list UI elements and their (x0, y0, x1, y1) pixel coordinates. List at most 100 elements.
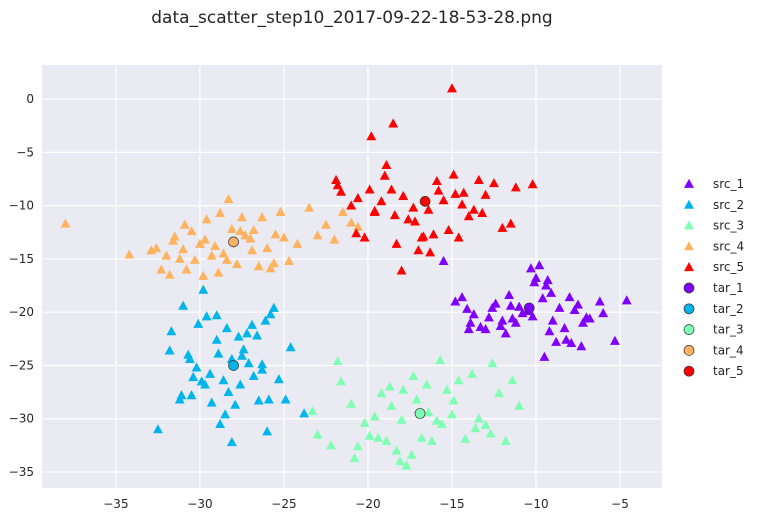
point-src_2 (262, 426, 273, 436)
point-src_2 (273, 374, 284, 384)
point-src_1 (569, 304, 580, 314)
point-src_5 (376, 196, 387, 206)
point-src_1 (551, 336, 562, 346)
point-src_5 (463, 211, 474, 221)
x-tick-label: −25 (271, 497, 296, 511)
point-src_3 (373, 432, 383, 442)
point-src_3 (332, 356, 343, 366)
point-src_2 (226, 436, 237, 447)
legend-label: tar_1 (713, 281, 744, 295)
y-tick-label: 0 (26, 92, 34, 106)
point-src_1 (507, 313, 518, 323)
point-src_4 (268, 257, 279, 268)
point-src_1 (483, 312, 494, 322)
point-src_4 (161, 250, 172, 260)
legend-marker (684, 199, 694, 209)
series-tar_4 (228, 236, 239, 248)
point-src_2 (201, 311, 212, 321)
point-src_3 (391, 445, 402, 455)
point-src_3 (436, 418, 447, 428)
point-src_1 (564, 292, 575, 302)
point-src_5 (489, 178, 499, 188)
point-src_1 (566, 337, 577, 347)
point-src_3 (326, 440, 336, 450)
point-src_3 (421, 379, 432, 389)
point-src_3 (312, 429, 323, 439)
point-src_5 (388, 118, 399, 128)
point-src_1 (457, 292, 467, 302)
legend-item-src_1: src_1 (684, 177, 744, 191)
point-src_5 (336, 186, 347, 196)
point-src_5 (389, 210, 400, 220)
point-src_4 (284, 255, 294, 265)
point-src_1 (584, 313, 595, 323)
point-src_2 (233, 331, 244, 341)
point-src_4 (352, 221, 363, 231)
point-src_1 (527, 311, 538, 321)
point-src_4 (186, 226, 197, 236)
legend-label: tar_5 (713, 364, 744, 378)
point-src_2 (257, 359, 268, 369)
point-src_4 (189, 254, 200, 264)
point-src_5 (433, 185, 444, 195)
legend-marker (683, 345, 695, 356)
point-src_2 (188, 371, 199, 382)
point-src_2 (238, 344, 249, 354)
point-src_1 (598, 308, 609, 318)
point-src_3 (470, 423, 481, 433)
point-src_3 (487, 358, 498, 368)
point-src_5 (364, 184, 375, 194)
point-src_1 (526, 263, 536, 273)
chart-title: data_scatter_step10_2017-09-22-18-53-28.… (151, 8, 553, 28)
point-src_5 (448, 169, 459, 179)
series-src_4 (60, 194, 363, 280)
point-src_2 (205, 368, 215, 378)
point-src_1 (544, 326, 555, 336)
point-src_4 (337, 206, 348, 216)
point-src_5 (510, 182, 521, 192)
point-src_1 (621, 295, 632, 305)
y-tick-label: −20 (9, 305, 34, 319)
point-src_5 (431, 175, 442, 186)
legend-label: src_1 (713, 177, 744, 191)
point-src_4 (221, 254, 232, 264)
point-src_4 (304, 202, 315, 212)
point-src_3 (396, 414, 407, 424)
point-src_4 (235, 226, 246, 236)
legend-item-src_4: src_4 (684, 239, 744, 253)
series-tar_1 (523, 302, 535, 314)
y-tick-label: −10 (9, 199, 34, 213)
series-src_3 (307, 354, 525, 470)
series-tar_3 (414, 408, 426, 419)
point-src_1 (610, 335, 620, 345)
point-src_3 (507, 375, 518, 385)
point-src_5 (332, 180, 343, 190)
point-src_3 (423, 407, 434, 417)
point-src_5 (366, 131, 377, 141)
point-src_3 (376, 387, 387, 398)
point-src_4 (215, 207, 226, 218)
point-src_5 (477, 207, 488, 218)
point-src_5 (443, 224, 454, 235)
point-src_3 (480, 419, 491, 430)
point-src_5 (398, 190, 409, 200)
point-src_2 (211, 310, 222, 320)
point-src_2 (176, 390, 187, 400)
point-src_5 (413, 245, 424, 255)
point-src_4 (60, 218, 71, 228)
point-src_5 (468, 204, 479, 214)
point-src_1 (541, 280, 552, 290)
point-src_5 (527, 179, 538, 189)
point-src_5 (408, 202, 419, 212)
legend: src_1 src_2 src_3 src_4 src_5 tar_1 tar_2 tar_3… (683, 177, 744, 378)
point-src_2 (152, 424, 163, 434)
point-src_3 (411, 394, 422, 404)
point-src_1 (594, 296, 605, 306)
legend-marker (683, 303, 695, 315)
point-src_2 (257, 364, 268, 374)
point-tar_2 (228, 360, 239, 371)
point-src_1 (539, 351, 550, 361)
point-src_2 (211, 334, 222, 344)
point-src_4 (237, 212, 247, 222)
